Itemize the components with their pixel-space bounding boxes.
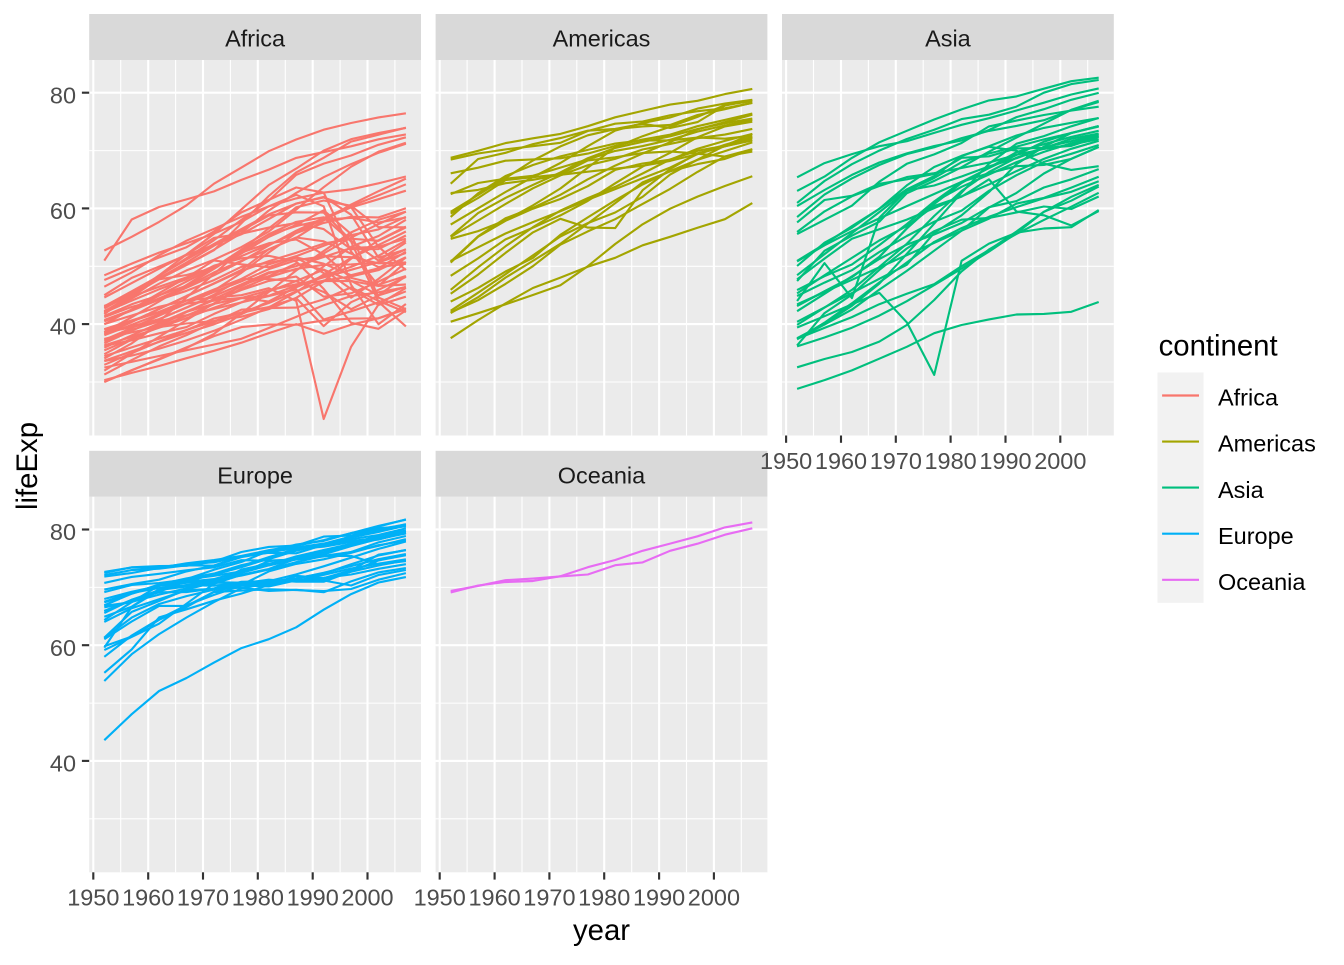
svg-text:1980: 1980 xyxy=(578,885,630,911)
svg-text:1960: 1960 xyxy=(122,885,174,911)
svg-text:1950: 1950 xyxy=(760,448,812,474)
svg-text:Africa: Africa xyxy=(1218,385,1279,411)
svg-text:1980: 1980 xyxy=(232,885,284,911)
svg-text:Asia: Asia xyxy=(1218,477,1265,503)
svg-text:1970: 1970 xyxy=(523,885,575,911)
svg-text:40: 40 xyxy=(50,314,76,340)
svg-text:Oceania: Oceania xyxy=(1218,569,1306,595)
svg-text:40: 40 xyxy=(50,751,76,777)
svg-text:1980: 1980 xyxy=(924,448,976,474)
svg-text:1970: 1970 xyxy=(870,448,922,474)
svg-text:lifeExp: lifeExp xyxy=(11,422,44,510)
svg-text:80: 80 xyxy=(50,82,76,108)
svg-text:1990: 1990 xyxy=(979,448,1031,474)
svg-text:2000: 2000 xyxy=(1034,448,1086,474)
svg-text:1960: 1960 xyxy=(815,448,867,474)
svg-text:Europe: Europe xyxy=(217,462,293,488)
svg-text:Americas: Americas xyxy=(1218,431,1316,457)
svg-text:Europe: Europe xyxy=(1218,523,1294,549)
svg-text:Africa: Africa xyxy=(225,26,286,52)
svg-text:80: 80 xyxy=(50,519,76,545)
svg-text:1990: 1990 xyxy=(633,885,685,911)
svg-text:year: year xyxy=(573,914,630,947)
svg-text:1950: 1950 xyxy=(414,885,466,911)
svg-text:Americas: Americas xyxy=(553,26,651,52)
svg-text:60: 60 xyxy=(50,635,76,661)
svg-text:2000: 2000 xyxy=(341,885,393,911)
svg-text:1990: 1990 xyxy=(287,885,339,911)
svg-text:1970: 1970 xyxy=(177,885,229,911)
svg-text:1960: 1960 xyxy=(468,885,520,911)
svg-text:continent: continent xyxy=(1159,330,1278,363)
svg-text:60: 60 xyxy=(50,198,76,224)
svg-text:Asia: Asia xyxy=(925,26,972,52)
svg-text:Oceania: Oceania xyxy=(558,462,646,488)
svg-text:1950: 1950 xyxy=(67,885,119,911)
svg-text:2000: 2000 xyxy=(688,885,740,911)
